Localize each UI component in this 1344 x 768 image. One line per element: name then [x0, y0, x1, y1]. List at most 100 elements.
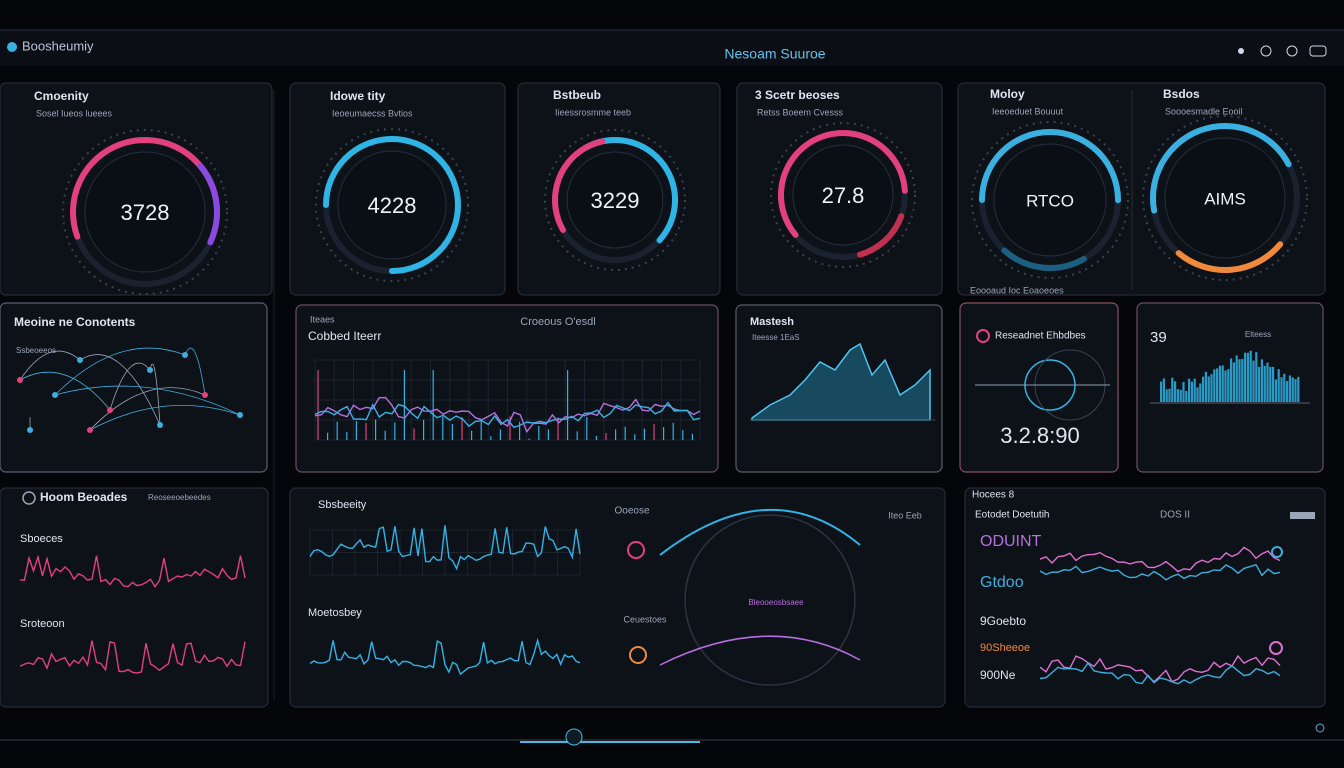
label: Mastesh [750, 316, 794, 328]
signals-icon [22, 491, 36, 505]
histogram-bar [1269, 366, 1272, 402]
header-icon[interactable] [1286, 45, 1298, 57]
label: Iieessrosmme teeb [555, 107, 631, 117]
flow-node [1269, 641, 1283, 655]
label: Reseadnet Ehbdbes [995, 331, 1086, 342]
label: 27.8 [822, 183, 865, 208]
network-link [184, 347, 206, 396]
network-link [19, 371, 111, 411]
label: AIMS [1204, 189, 1246, 208]
label: Moloy [990, 87, 1025, 101]
panel [964, 487, 1326, 708]
histogram-bar [1272, 366, 1275, 402]
histogram-bar [1297, 376, 1300, 402]
network-link [109, 362, 151, 411]
histogram-bar [1221, 365, 1224, 402]
gauge-tick-ring [770, 122, 916, 268]
network-link [89, 387, 206, 431]
label: Boosheumiy [22, 38, 94, 53]
label: Hocees 8 [972, 490, 1015, 501]
label: 90Sheeoe [980, 642, 1030, 654]
label: Ceuestoes [623, 614, 667, 624]
label: Sbsbeeity [318, 499, 367, 511]
gauge-face [337, 150, 447, 260]
gauge-face [566, 151, 664, 249]
histogram-bar [1160, 381, 1163, 402]
label: Cobbed Iteerr [308, 329, 381, 343]
sparkline [1039, 661, 1281, 685]
label: Eoooaud Ioc Eoaoeoes [970, 285, 1064, 295]
header-icon[interactable] [1260, 45, 1272, 57]
network-node [17, 377, 23, 383]
histogram-bar [1171, 377, 1174, 402]
orbit-node [627, 541, 645, 559]
histogram-bar [1286, 381, 1289, 402]
histogram-bar [1213, 369, 1216, 402]
histogram-bar [1188, 378, 1191, 402]
network-node [52, 392, 58, 398]
header-icon[interactable] [1309, 45, 1327, 57]
histogram-bar [1162, 378, 1165, 402]
sparkline [1039, 546, 1281, 573]
label: Nesoam Suuroe [724, 46, 825, 62]
sparkline [314, 401, 701, 429]
footer-knob [565, 728, 583, 746]
label: Soooesmadle Eooil [1165, 106, 1243, 116]
label: Iteesse 1EaS [752, 333, 800, 342]
sparkline [314, 396, 701, 434]
histogram-bar [1244, 352, 1247, 402]
label: Ieoeumaecss Bvtios [332, 108, 413, 118]
label: Ieeoeduet Bouuut [992, 106, 1064, 116]
histogram-bar [1255, 352, 1258, 402]
histogram-bar [1246, 352, 1249, 402]
network-node [182, 352, 188, 358]
header-bar [0, 30, 1344, 66]
histogram-bar [1218, 365, 1221, 402]
sparkline [19, 554, 246, 588]
network-node [147, 367, 153, 373]
label: Iteaes [310, 314, 335, 324]
gauge-arc [70, 137, 220, 287]
label: DOS II [1160, 510, 1190, 521]
gauge-arc [1150, 123, 1300, 273]
histogram-bar [1277, 369, 1280, 402]
histogram-bar [1235, 355, 1238, 402]
gauge-arc [979, 129, 1121, 271]
histogram-bar [1291, 377, 1294, 402]
label: Bstbeub [553, 88, 601, 102]
label: Croeous O'esdl [520, 316, 595, 328]
label: Bleooeosbsaee [748, 598, 804, 607]
gauge-face [993, 143, 1107, 257]
histogram-bar [1210, 374, 1213, 402]
label: Idowe tity [330, 89, 386, 103]
label: Gtdoo [980, 574, 1024, 591]
radar-icon [976, 329, 990, 343]
network-node [77, 357, 83, 363]
sparkline [1039, 563, 1281, 581]
histogram-bar [1190, 381, 1193, 402]
histogram-bar [1196, 387, 1199, 402]
label: Hoom Beoades [40, 490, 128, 504]
gauge-arc [1150, 123, 1300, 273]
histogram-bar [1207, 376, 1210, 402]
histogram-bar [1260, 359, 1263, 402]
sparkline [309, 637, 581, 676]
histogram-bar [1280, 377, 1283, 402]
label: 900Ne [980, 668, 1016, 682]
network-link [89, 404, 241, 431]
histogram-bar [1165, 389, 1168, 402]
histogram-bar [1176, 389, 1179, 402]
sparkline [309, 525, 581, 571]
label: 9Goebto [980, 614, 1026, 628]
label: Sboeces [20, 533, 63, 545]
label: ODUINT [980, 533, 1042, 550]
panel [0, 487, 269, 708]
histogram-bar [1174, 381, 1177, 402]
header-icon[interactable] [1238, 48, 1244, 54]
label: 3 Scetr beoses [755, 88, 840, 102]
histogram-bar [1252, 360, 1255, 402]
label: 39 [1150, 329, 1167, 346]
histogram-bar [1258, 366, 1261, 402]
brand-icon [7, 42, 17, 52]
